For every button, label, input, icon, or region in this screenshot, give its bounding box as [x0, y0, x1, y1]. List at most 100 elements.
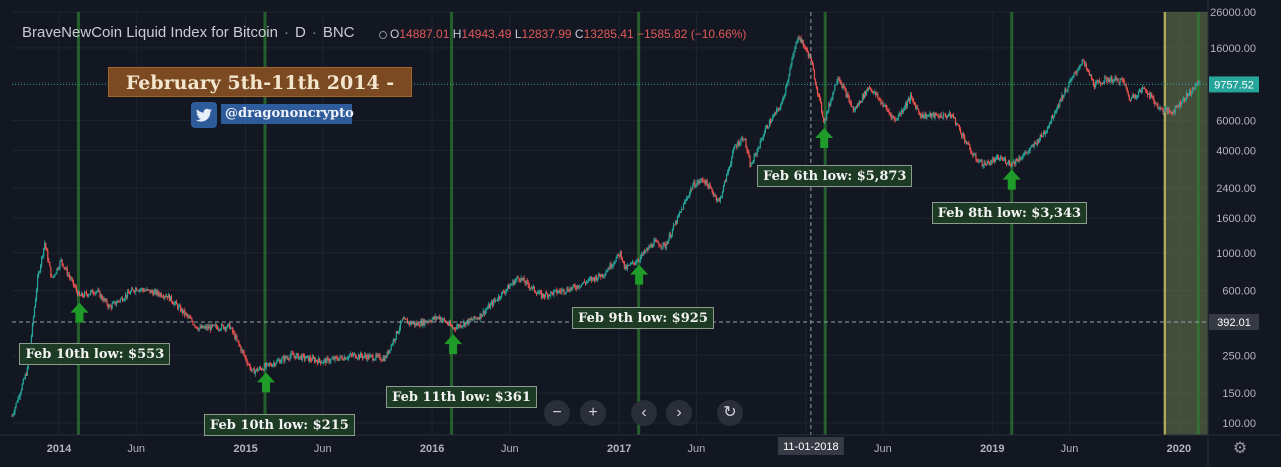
- candle-body: [890, 114, 892, 118]
- candle-body: [1148, 93, 1150, 95]
- candle-body: [114, 301, 116, 305]
- candle-body: [126, 291, 129, 298]
- candle-body: [600, 275, 602, 277]
- candle-body: [662, 242, 664, 247]
- candle-body: [855, 107, 857, 109]
- candle-body: [83, 292, 86, 297]
- open-value: 14887.01: [399, 27, 450, 41]
- candle-body: [331, 358, 333, 360]
- candle-body: [851, 106, 853, 108]
- candle-body: [70, 278, 72, 280]
- candle-body: [468, 318, 470, 324]
- low-annotation-label: Feb 10th low: $215: [204, 414, 355, 437]
- candle-body: [1196, 82, 1198, 84]
- candle-body: [292, 353, 294, 356]
- candle-body: [419, 325, 421, 327]
- candle-body: [141, 288, 143, 290]
- candle-body: [1161, 107, 1163, 109]
- y-tick-label: 100.00: [1222, 418, 1256, 430]
- candle-body: [232, 327, 234, 333]
- candle-body: [554, 290, 556, 291]
- candle-body: [1002, 159, 1005, 161]
- candle-body: [486, 308, 488, 310]
- candle-body: [194, 325, 196, 327]
- candle-body: [729, 166, 731, 169]
- scroll-right-button[interactable]: ›: [666, 400, 692, 426]
- candle-body: [382, 357, 384, 361]
- candle-body: [702, 179, 704, 182]
- candle-body: [166, 296, 168, 298]
- candle-body: [794, 46, 796, 53]
- visibility-dot-icon[interactable]: [379, 31, 387, 39]
- candle-body: [672, 225, 674, 230]
- candle-body: [719, 196, 721, 201]
- candle-body: [606, 271, 608, 273]
- candle-body: [25, 374, 27, 376]
- scroll-left-button[interactable]: ‹: [631, 400, 657, 426]
- candle-body: [1078, 66, 1080, 70]
- candle-body: [281, 358, 283, 362]
- candle-body: [1031, 145, 1033, 147]
- interval-label[interactable]: D: [294, 24, 306, 41]
- candle-body: [355, 357, 358, 359]
- candle-body: [1097, 81, 1099, 82]
- candle-body: [1000, 157, 1003, 159]
- candle-body: [110, 306, 112, 309]
- candle-body: [164, 296, 166, 298]
- candle-body: [819, 97, 822, 103]
- candle-body: [911, 97, 914, 100]
- zoom-out-button[interactable]: −: [544, 400, 570, 426]
- candle-body: [656, 241, 658, 242]
- candle-body: [585, 281, 588, 284]
- candle-body: [111, 303, 113, 309]
- candle-body: [806, 48, 808, 52]
- candle-body: [61, 259, 63, 264]
- candle-body: [152, 291, 154, 296]
- candle-body: [654, 240, 656, 241]
- candle-body: [1053, 116, 1055, 119]
- candle-body: [1104, 77, 1106, 83]
- candle-body: [770, 120, 773, 124]
- candle-body: [93, 293, 95, 295]
- candle-body: [825, 119, 827, 121]
- candle-body: [30, 335, 33, 346]
- candle-body: [1019, 157, 1021, 160]
- candle-body: [658, 243, 660, 247]
- candle-body: [807, 51, 809, 57]
- candle-body: [979, 161, 981, 162]
- candle-body: [944, 113, 946, 116]
- candle-body: [379, 355, 381, 360]
- candle-body: [1038, 139, 1040, 143]
- candle-body: [1143, 87, 1145, 89]
- candle-body: [725, 173, 728, 182]
- reset-chart-button[interactable]: ↻: [717, 400, 743, 426]
- candle-body: [1030, 146, 1032, 148]
- candle-body: [572, 284, 574, 288]
- candle-body: [116, 300, 118, 304]
- candle-body: [951, 115, 954, 116]
- candle-body: [172, 303, 175, 305]
- candle-body: [746, 147, 748, 151]
- candle-body: [272, 364, 274, 367]
- candle-body: [969, 144, 971, 150]
- candle-body: [766, 125, 769, 128]
- candle-body: [739, 143, 741, 146]
- candle-body: [263, 364, 266, 371]
- candle-body: [1187, 93, 1190, 96]
- candle-body: [377, 355, 379, 357]
- candle-body: [576, 285, 578, 289]
- candle-body: [1184, 99, 1187, 101]
- up-arrow-icon: [70, 302, 89, 323]
- candle-body: [113, 301, 115, 303]
- candle-body: [565, 291, 567, 293]
- zoom-in-button[interactable]: +: [580, 400, 606, 426]
- candle-body: [503, 291, 505, 293]
- candle-body: [1158, 108, 1160, 110]
- candle-body: [633, 262, 636, 264]
- candle-body: [937, 115, 939, 117]
- candle-body: [1074, 73, 1076, 74]
- gear-icon[interactable]: ⚙: [1232, 440, 1248, 457]
- candle-body: [1182, 97, 1185, 100]
- candle-body: [148, 289, 150, 291]
